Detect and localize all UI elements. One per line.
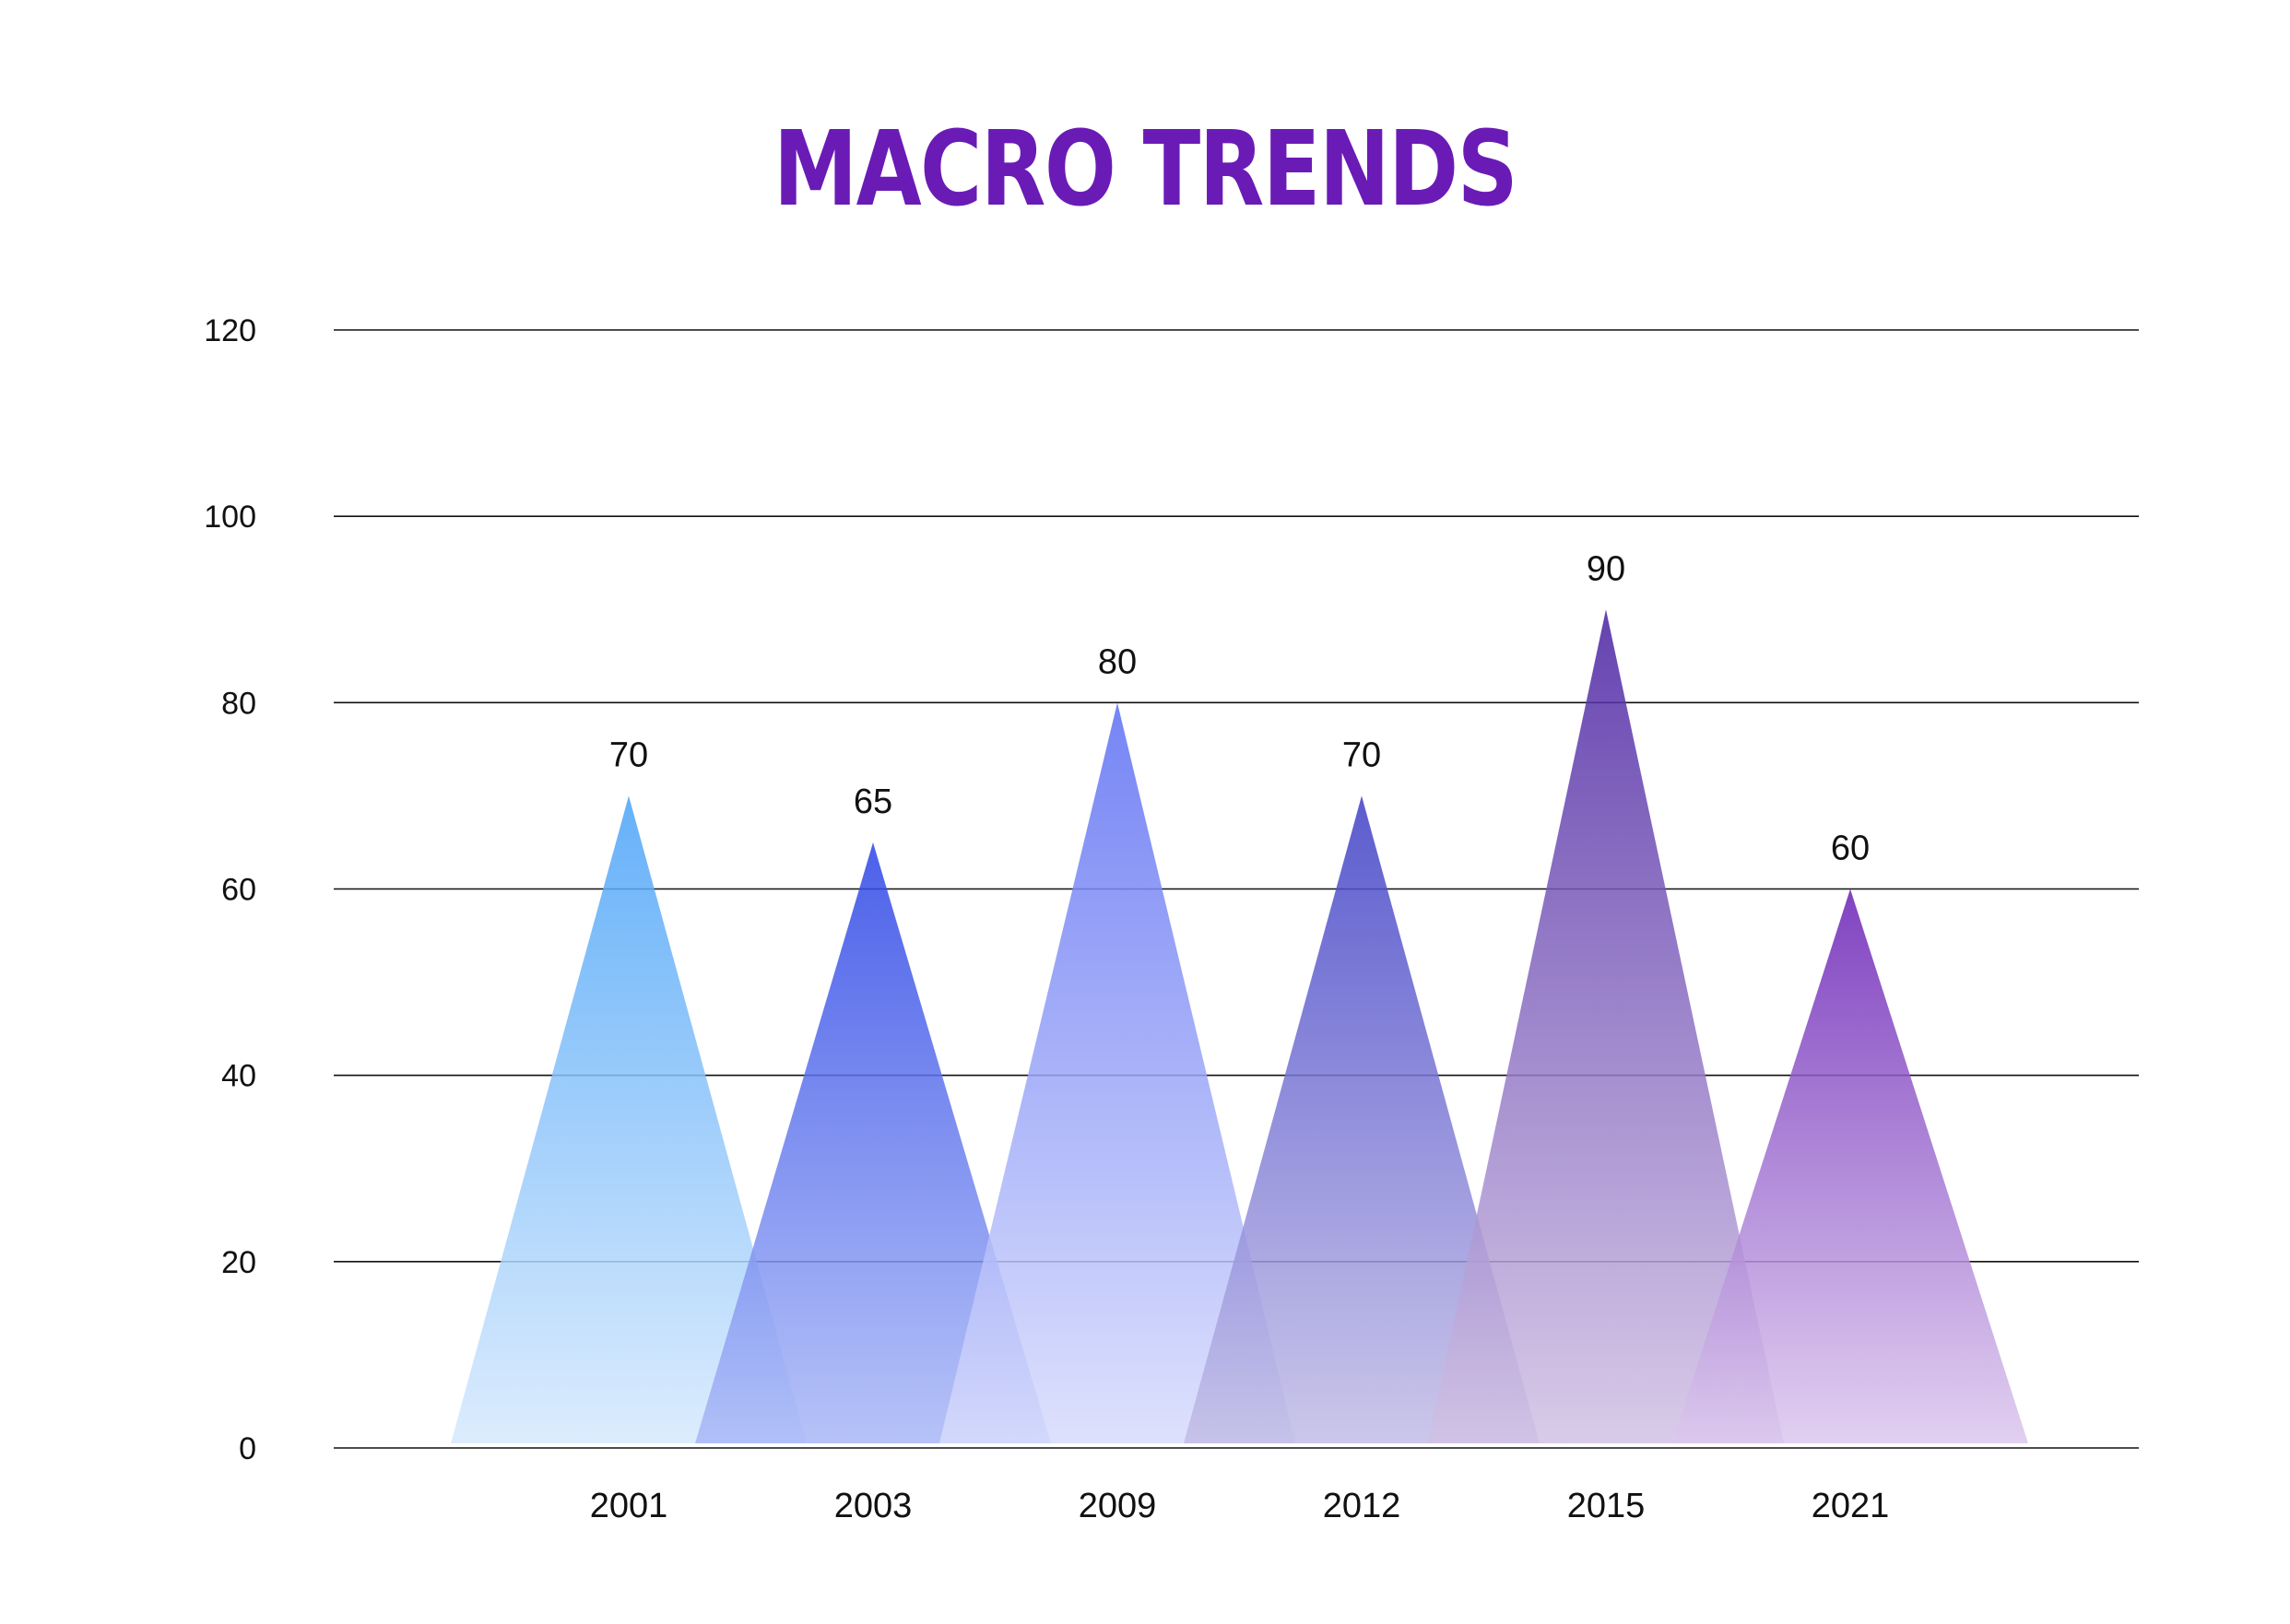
y-tick-label: 0: [239, 1431, 256, 1466]
y-tick-label: 40: [221, 1059, 256, 1094]
chart-title: MACRO TRENDS: [773, 110, 1518, 229]
data-label-2012: 70: [1342, 736, 1381, 774]
x-tick-label-2015: 2015: [1567, 1487, 1646, 1525]
y-tick-label: 20: [221, 1245, 256, 1280]
x-tick-label-2001: 2001: [590, 1487, 668, 1525]
data-label-2001: 70: [609, 736, 648, 774]
triangle-bar-2001: [451, 795, 807, 1443]
data-labels: 70 65 80 70 90 60: [609, 549, 1870, 867]
y-tick-label: 120: [204, 313, 256, 348]
triangle-bar-2021: [1672, 888, 2028, 1443]
y-tick-label: 100: [204, 500, 256, 535]
data-label-2021: 60: [1831, 830, 1870, 868]
triangle-bar-2012: [1184, 795, 1540, 1443]
triangle-bars: [451, 609, 2028, 1443]
triangle-bar-2009: [939, 702, 1295, 1443]
x-tick-label-2012: 2012: [1323, 1487, 1401, 1525]
triangle-bar-2015: [1428, 609, 1784, 1443]
y-tick-label: 60: [221, 873, 256, 908]
x-tick-label-2009: 2009: [1079, 1487, 1157, 1525]
x-tick-label-2003: 2003: [834, 1487, 913, 1525]
x-axis-labels: 2001 2003 2009 2012 2015 2021: [590, 1487, 1890, 1525]
data-label-2009: 80: [1098, 642, 1137, 681]
y-axis-ticks: 0 20 40 60 80 100 120: [204, 313, 256, 1466]
y-tick-label: 80: [221, 686, 256, 721]
x-tick-label-2021: 2021: [1812, 1487, 1890, 1525]
triangle-bar-2003: [695, 841, 1051, 1443]
data-label-2003: 65: [854, 783, 892, 821]
data-label-2015: 90: [1587, 549, 1625, 588]
